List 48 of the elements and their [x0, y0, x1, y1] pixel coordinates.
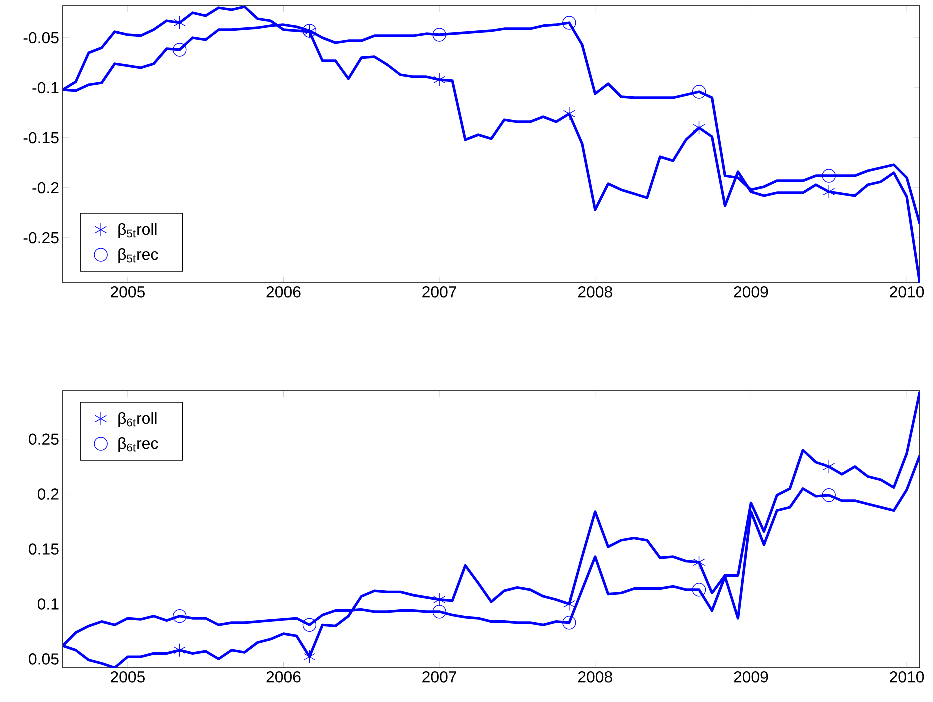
- y-tick-label: -0.05: [24, 32, 59, 44]
- point: [692, 583, 706, 597]
- point: [174, 644, 186, 658]
- y-tick-label: -0.1: [32, 82, 59, 94]
- point: [823, 460, 836, 474]
- x-tick-label: 2006: [266, 672, 301, 683]
- point: [432, 28, 446, 42]
- x-tick-label: 2010: [890, 286, 924, 298]
- point: [173, 43, 187, 57]
- point: [562, 16, 576, 30]
- y-tick-label: 0.25: [29, 434, 59, 445]
- point: [563, 107, 576, 121]
- y-tick-label: 0.2: [38, 488, 59, 500]
- x-tick-label: 2008: [578, 672, 612, 683]
- point: [562, 616, 576, 630]
- y-tick-label: 0.15: [29, 544, 59, 555]
- y-tick-label: 0.05: [29, 654, 59, 665]
- point: [693, 121, 706, 135]
- point: [302, 618, 317, 632]
- y-tick-label: -0.25: [24, 232, 59, 244]
- x-tick-label: 2007: [422, 672, 456, 683]
- x-tick-label: 2009: [734, 672, 768, 683]
- legend-label: β$_{6t}$rec: [118, 437, 158, 452]
- point: [693, 556, 706, 570]
- point: [174, 16, 186, 30]
- legend-label: β$_{5t}$rec: [118, 248, 158, 264]
- x-tick-label: 2005: [111, 672, 145, 683]
- point: [823, 185, 836, 199]
- x-tick-label: 2009: [734, 286, 768, 298]
- point: [173, 609, 187, 624]
- y-tick-label: -0.15: [24, 132, 59, 144]
- point: [432, 605, 446, 619]
- y-tick-label: -0.2: [32, 182, 59, 194]
- x-tick-label: 2008: [578, 286, 612, 298]
- x-tick-label: 2007: [422, 286, 456, 298]
- point: [822, 169, 836, 183]
- point: [434, 73, 446, 87]
- x-tick-label: 2010: [890, 672, 924, 683]
- point: [304, 650, 316, 664]
- x-tick-label: 2006: [266, 286, 301, 298]
- y-tick-label: 0.1: [38, 598, 59, 610]
- point: [822, 488, 836, 502]
- x-tick-label: 2005: [111, 286, 145, 298]
- point: [434, 592, 446, 607]
- point: [692, 85, 706, 99]
- legend-label: β$_{6t}$roll: [118, 412, 157, 428]
- legend-label: β$_{5t}$roll: [118, 223, 157, 238]
- point: [563, 597, 576, 612]
